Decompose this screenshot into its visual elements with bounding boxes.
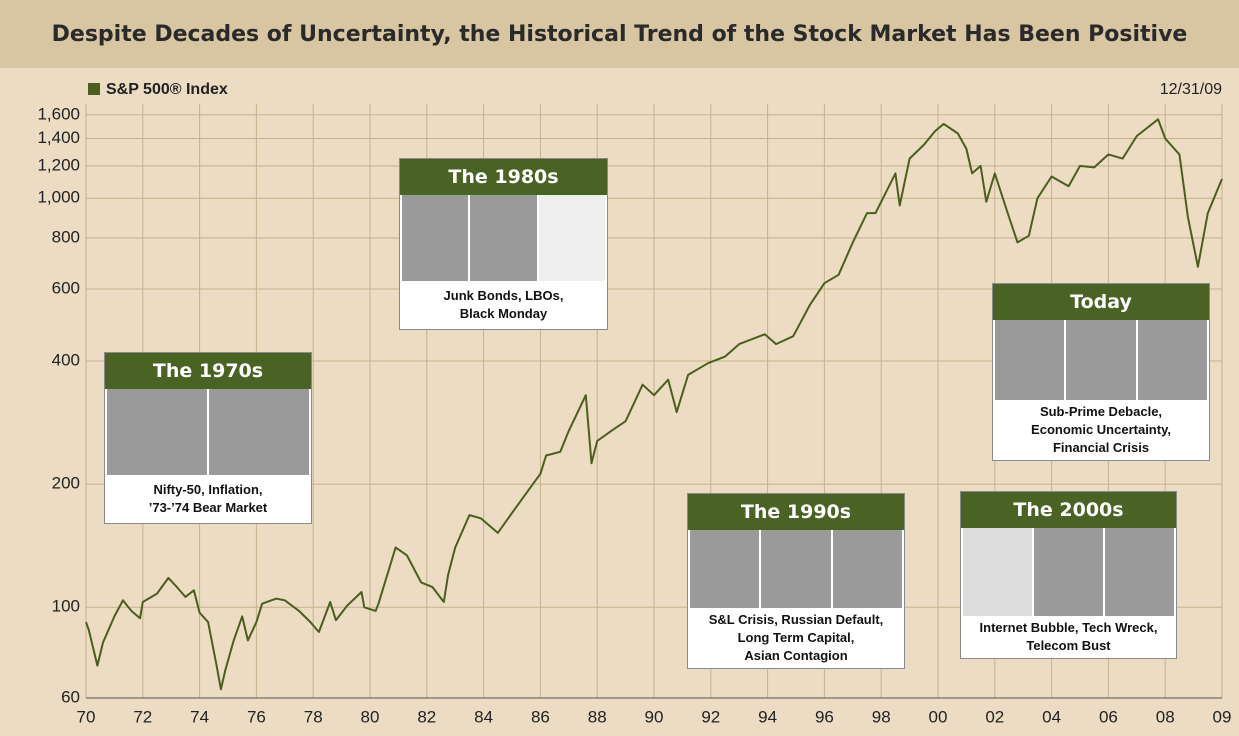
y-tick-label: 1,200 <box>37 155 80 174</box>
x-tick-label: 84 <box>474 707 493 726</box>
x-tick-label: 94 <box>758 707 777 726</box>
annotation-box: Today Sub-Prime Debacle, Economic Uncerta… <box>992 283 1210 461</box>
annotation-line: Junk Bonds, LBOs, <box>443 288 564 303</box>
y-tick-label: 1,600 <box>37 104 80 123</box>
annotation-title: Today <box>993 284 1209 320</box>
y-tick-label: 1,000 <box>37 188 80 207</box>
annotation-text: Nifty-50, Inflation, ’73-’74 Bear Market <box>105 475 311 523</box>
photos <box>993 320 1209 400</box>
photos <box>400 195 607 281</box>
annotation-title: The 1990s <box>688 494 904 530</box>
x-tick-label: 86 <box>531 707 550 726</box>
annotation-title: The 2000s <box>961 492 1176 528</box>
x-tick-label: 96 <box>815 707 834 726</box>
annotation-line: Financial Crisis <box>1052 440 1150 455</box>
photos <box>105 389 311 475</box>
annotation-line: Asian Contagion <box>744 648 848 663</box>
legend-swatch <box>88 83 100 95</box>
legend-label: S&P 500® Index <box>106 81 228 98</box>
y-tick-label: 600 <box>52 278 80 297</box>
annotation-line: Long Term Capital, <box>737 630 855 645</box>
x-tick-label: 90 <box>645 707 664 726</box>
x-tick-label: 80 <box>361 707 380 726</box>
x-tick-label: 88 <box>588 707 607 726</box>
y-tick-label: 100 <box>52 597 80 616</box>
y-tick-label: 800 <box>52 227 80 246</box>
x-tick-label: 08 <box>1156 707 1175 726</box>
annotation-box: The 1970s Nifty-50, Inflation, ’73-’74 Be… <box>104 352 312 524</box>
x-tick-label: 76 <box>247 707 266 726</box>
annotation-line: Economic Uncertainty, <box>1031 422 1171 437</box>
y-tick-label: 60 <box>61 687 80 706</box>
y-tick-label: 400 <box>52 350 80 369</box>
x-tick-label: 00 <box>929 707 948 726</box>
annotation-text: S&L Crisis, Russian Default, Long Term Ca… <box>688 608 904 668</box>
x-tick-label: 02 <box>985 707 1004 726</box>
x-tick-label: 98 <box>872 707 891 726</box>
annotation-line: Internet Bubble, Tech Wreck, <box>979 620 1158 635</box>
x-tick-label: 06 <box>1099 707 1118 726</box>
x-tick-label: 74 <box>190 707 209 726</box>
photos <box>688 530 904 608</box>
y-tick-label: 1,400 <box>37 128 80 147</box>
x-tick-label: 04 <box>1042 707 1061 726</box>
annotation-title: The 1980s <box>400 159 607 195</box>
title-band <box>0 0 1239 68</box>
x-tick-label: 09 <box>1213 707 1232 726</box>
annotation-text: Sub-Prime Debacle, Economic Uncertainty, F… <box>993 400 1209 460</box>
x-tick-label: 82 <box>417 707 436 726</box>
x-tick-label: 92 <box>701 707 720 726</box>
date-label: 12/31/09 <box>1160 81 1222 98</box>
photos <box>961 528 1176 616</box>
x-tick-label: 72 <box>133 707 152 726</box>
x-tick-label: 70 <box>77 707 96 726</box>
annotation-box: The 1980s Junk Bonds, LBOs, Black Monday <box>399 158 608 330</box>
x-tick-label: 78 <box>304 707 323 726</box>
annotation-line: Black Monday <box>459 306 548 321</box>
annotation-text: Junk Bonds, LBOs, Black Monday <box>400 281 607 329</box>
annotation-box: The 2000s Internet Bubble, Tech Wreck, Te… <box>960 491 1177 659</box>
annotation-line: S&L Crisis, Russian Default, <box>708 612 884 627</box>
annotation-line: ’73-’74 Bear Market <box>148 500 268 515</box>
annotation-title: The 1970s <box>105 353 311 389</box>
annotation-line: Nifty-50, Inflation, <box>153 482 263 497</box>
annotation-line: Sub-Prime Debacle, <box>1039 404 1163 419</box>
price-line <box>85 118 1223 691</box>
annotation-line: Telecom Bust <box>1026 638 1111 653</box>
y-tick-label: 200 <box>52 474 80 493</box>
annotation-box: The 1990s S&L Crisis, Russian Default, Lo… <box>687 493 905 669</box>
annotation-text: Internet Bubble, Tech Wreck, Telecom Bust <box>961 616 1176 658</box>
chart-title: Despite Decades of Uncertainty, the Hist… <box>51 22 1188 47</box>
